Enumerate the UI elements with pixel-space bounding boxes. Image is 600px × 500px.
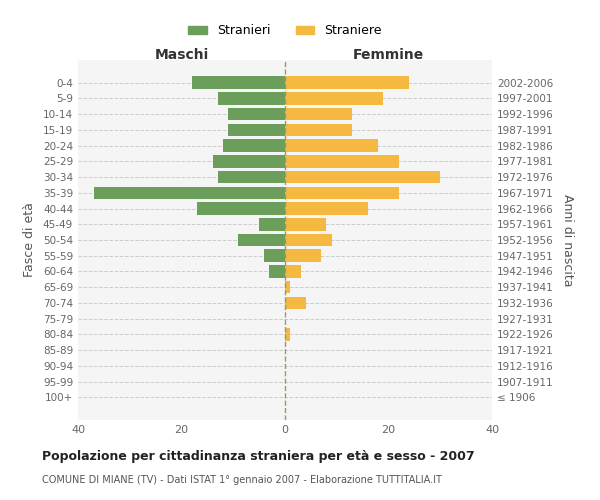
Bar (285, 171, 440, 183)
Bar (212, 155, 285, 168)
Text: Maschi: Maschi (154, 48, 209, 62)
Bar (285, 155, 399, 168)
Text: Femmine: Femmine (353, 48, 424, 62)
Bar (285, 234, 332, 246)
Bar (285, 140, 378, 152)
Bar (285, 250, 321, 262)
Bar (285, 296, 306, 309)
Bar (285, 218, 326, 230)
Text: COMUNE DI MIANE (TV) - Dati ISTAT 1° gennaio 2007 - Elaborazione TUTTITALIA.IT: COMUNE DI MIANE (TV) - Dati ISTAT 1° gen… (42, 475, 442, 485)
Bar (285, 124, 352, 136)
Bar (285, 76, 409, 89)
Bar (197, 202, 285, 215)
Bar (218, 92, 285, 104)
Bar (259, 218, 285, 230)
Bar (285, 202, 368, 215)
Text: Popolazione per cittadinanza straniera per età e sesso - 2007: Popolazione per cittadinanza straniera p… (42, 450, 475, 463)
Bar (265, 250, 285, 262)
Bar (238, 234, 285, 246)
Bar (285, 186, 399, 199)
Bar (228, 108, 285, 120)
Y-axis label: Anni di nascita: Anni di nascita (560, 194, 574, 286)
Bar (192, 76, 285, 89)
Bar (285, 328, 290, 340)
Bar (228, 124, 285, 136)
Legend: Stranieri, Straniere: Stranieri, Straniere (183, 20, 387, 42)
Bar (285, 108, 352, 120)
Bar (218, 171, 285, 183)
Bar (269, 265, 285, 278)
Bar (223, 140, 285, 152)
Bar (94, 186, 285, 199)
Bar (285, 265, 301, 278)
Y-axis label: Fasce di età: Fasce di età (23, 202, 36, 278)
Bar (285, 92, 383, 104)
Bar (285, 281, 290, 293)
